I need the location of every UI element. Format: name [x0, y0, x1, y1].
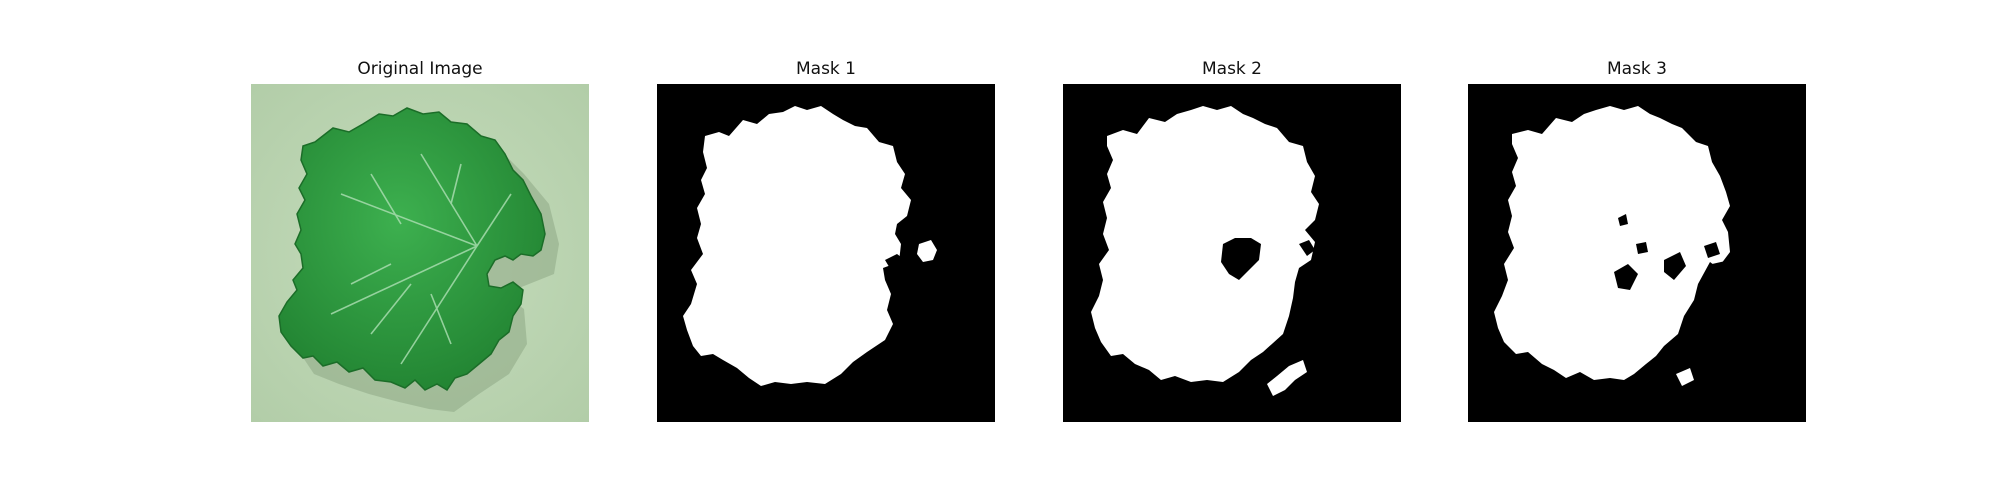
panel-title: Original Image: [357, 59, 483, 79]
panel-title: Mask 3: [1606, 59, 1667, 79]
panel-mask-2: Mask 2: [1063, 0, 1401, 500]
panel-original-image: Original Image: [251, 0, 589, 500]
panel-mask-3: Mask 3: [1468, 0, 1806, 500]
mask-3-image: [1468, 84, 1806, 422]
leaf-photo: [251, 84, 589, 422]
panel-title: Mask 1: [795, 59, 856, 79]
mask-1-image: [657, 84, 995, 422]
panel-title: Mask 2: [1201, 59, 1262, 79]
mask-2-image: [1063, 84, 1401, 422]
panel-mask-1: Mask 1: [657, 0, 995, 500]
